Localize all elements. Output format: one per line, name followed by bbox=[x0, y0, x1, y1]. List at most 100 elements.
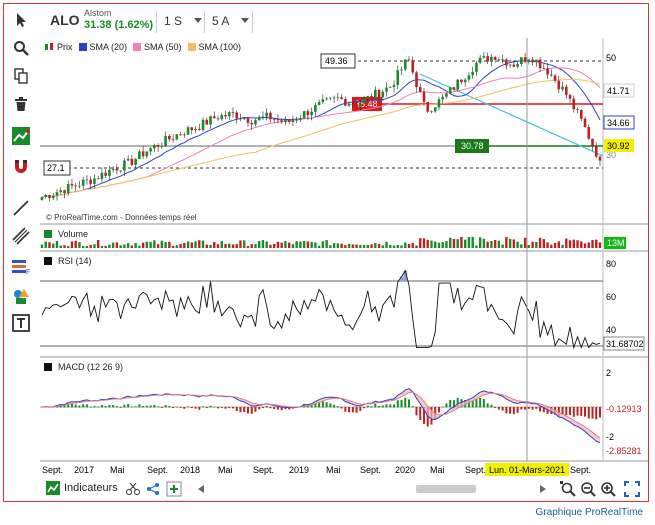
volume-bar bbox=[205, 244, 208, 248]
channel-tool-icon[interactable] bbox=[8, 224, 34, 248]
macd-histogram-bar bbox=[587, 407, 590, 419]
macd-histogram-bar bbox=[243, 407, 246, 413]
macd-histogram-bar bbox=[366, 405, 369, 408]
macd-histogram-bar bbox=[348, 407, 351, 413]
macd-histogram-bar bbox=[235, 407, 238, 412]
fullscreen-icon[interactable] bbox=[624, 481, 640, 497]
candle bbox=[66, 183, 70, 194]
volume-bar bbox=[261, 240, 265, 248]
volume-swatch bbox=[44, 230, 52, 238]
zoom-icon[interactable] bbox=[8, 36, 34, 60]
candle bbox=[325, 98, 328, 100]
rsi-panel-title[interactable]: RSI (14) bbox=[44, 256, 92, 266]
candle bbox=[512, 64, 516, 67]
magnet-icon[interactable] bbox=[8, 154, 34, 178]
macd-panel-title[interactable]: MACD (12 26 9) bbox=[44, 362, 123, 372]
interval-value: 1 S bbox=[164, 14, 183, 28]
trash-icon[interactable] bbox=[8, 92, 34, 116]
macd-histogram-bar bbox=[138, 404, 141, 408]
volume-bar bbox=[419, 238, 422, 248]
macd-histogram-bar bbox=[179, 407, 182, 408]
volume-bar bbox=[265, 241, 268, 248]
x-axis-label: 2019 bbox=[289, 465, 309, 475]
candle bbox=[396, 70, 400, 85]
copy-icon[interactable] bbox=[8, 64, 34, 88]
volume-bar bbox=[463, 239, 467, 248]
sma20-legend-item[interactable]: SMA (20) bbox=[78, 42, 127, 52]
volume-bar bbox=[490, 241, 493, 248]
macd-histogram-bar bbox=[408, 399, 411, 408]
volume-bar bbox=[385, 241, 388, 248]
zoom-in-icon[interactable] bbox=[600, 481, 616, 497]
candle bbox=[44, 195, 48, 198]
volume-panel-title[interactable]: Volume bbox=[44, 229, 88, 239]
line-tool-icon[interactable] bbox=[8, 196, 34, 220]
zoom-out-icon[interactable] bbox=[580, 481, 596, 497]
volume-bar bbox=[250, 244, 253, 248]
volume-bar bbox=[512, 239, 516, 248]
volume-bar bbox=[389, 244, 392, 248]
macd-histogram-bar bbox=[497, 407, 500, 410]
candle bbox=[493, 56, 497, 60]
volume-bar bbox=[456, 239, 459, 248]
x-axis-label: 2018 bbox=[180, 465, 200, 475]
interval-select[interactable]: 1 S bbox=[164, 11, 203, 31]
sma100-legend-item[interactable]: SMA (100) bbox=[187, 42, 241, 52]
candle bbox=[108, 169, 111, 176]
footer-link[interactable]: Graphique ProRealTime bbox=[535, 507, 643, 518]
volume-bar bbox=[67, 245, 70, 248]
candle bbox=[235, 112, 239, 119]
text-tool-icon[interactable] bbox=[8, 311, 34, 335]
scroll-right-icon[interactable] bbox=[540, 485, 546, 493]
trend-line[interactable] bbox=[419, 73, 604, 157]
volume-bar bbox=[411, 242, 414, 248]
horizontal-scrollbar[interactable] bbox=[416, 485, 476, 493]
indicator-icon[interactable] bbox=[8, 124, 34, 148]
sma50-legend-item[interactable]: SMA (50) bbox=[133, 42, 182, 52]
volume-bar bbox=[126, 243, 130, 248]
candle bbox=[441, 96, 445, 100]
price-axis-tick: 30 bbox=[606, 150, 616, 160]
volume-bar bbox=[317, 245, 321, 248]
macd-histogram-bar bbox=[580, 407, 583, 416]
fibonacci-icon[interactable]: F bbox=[8, 254, 34, 278]
volume-bar bbox=[336, 243, 340, 248]
macd-histogram-bar bbox=[449, 400, 452, 408]
scissors-icon[interactable] bbox=[126, 483, 140, 495]
macd-tag-1: -0.12913 bbox=[606, 404, 642, 414]
macd-histogram-bar bbox=[359, 407, 362, 411]
add-icon[interactable] bbox=[166, 481, 182, 497]
macd-histogram-bar bbox=[74, 404, 77, 408]
rsi-axis-tick: 60 bbox=[606, 292, 616, 302]
indicators-button[interactable]: Indicateurs bbox=[46, 481, 118, 495]
candle bbox=[126, 158, 130, 161]
volume-bar bbox=[198, 240, 201, 248]
candle bbox=[527, 59, 531, 62]
candle bbox=[535, 59, 538, 63]
candle bbox=[261, 116, 265, 118]
pointer-icon[interactable] bbox=[8, 8, 34, 32]
moving-averages bbox=[41, 60, 601, 198]
candle bbox=[306, 111, 310, 116]
volume-bar bbox=[370, 244, 373, 248]
zoom-area-icon[interactable] bbox=[560, 481, 576, 497]
volume-bar bbox=[59, 245, 62, 248]
volume-bar bbox=[344, 245, 347, 248]
candlestick-icon bbox=[45, 43, 53, 50]
macd-histogram-bar bbox=[415, 407, 418, 416]
volume-bar bbox=[171, 245, 175, 248]
level-label-30: 30.78 bbox=[461, 141, 484, 151]
shapes-icon[interactable] bbox=[8, 284, 34, 308]
range-select[interactable]: 5 A bbox=[212, 11, 250, 31]
price-legend-item[interactable]: Prix bbox=[44, 42, 73, 52]
level-label-box bbox=[320, 53, 356, 69]
volume-bar bbox=[228, 243, 231, 248]
scroll-left-icon[interactable] bbox=[198, 485, 204, 493]
macd-histogram-bar bbox=[411, 406, 414, 408]
macd-histogram-bar bbox=[70, 403, 73, 408]
share-icon[interactable] bbox=[146, 482, 160, 496]
candle bbox=[385, 87, 388, 92]
candle bbox=[576, 109, 579, 110]
volume-bar bbox=[580, 241, 583, 248]
candle bbox=[344, 99, 347, 106]
